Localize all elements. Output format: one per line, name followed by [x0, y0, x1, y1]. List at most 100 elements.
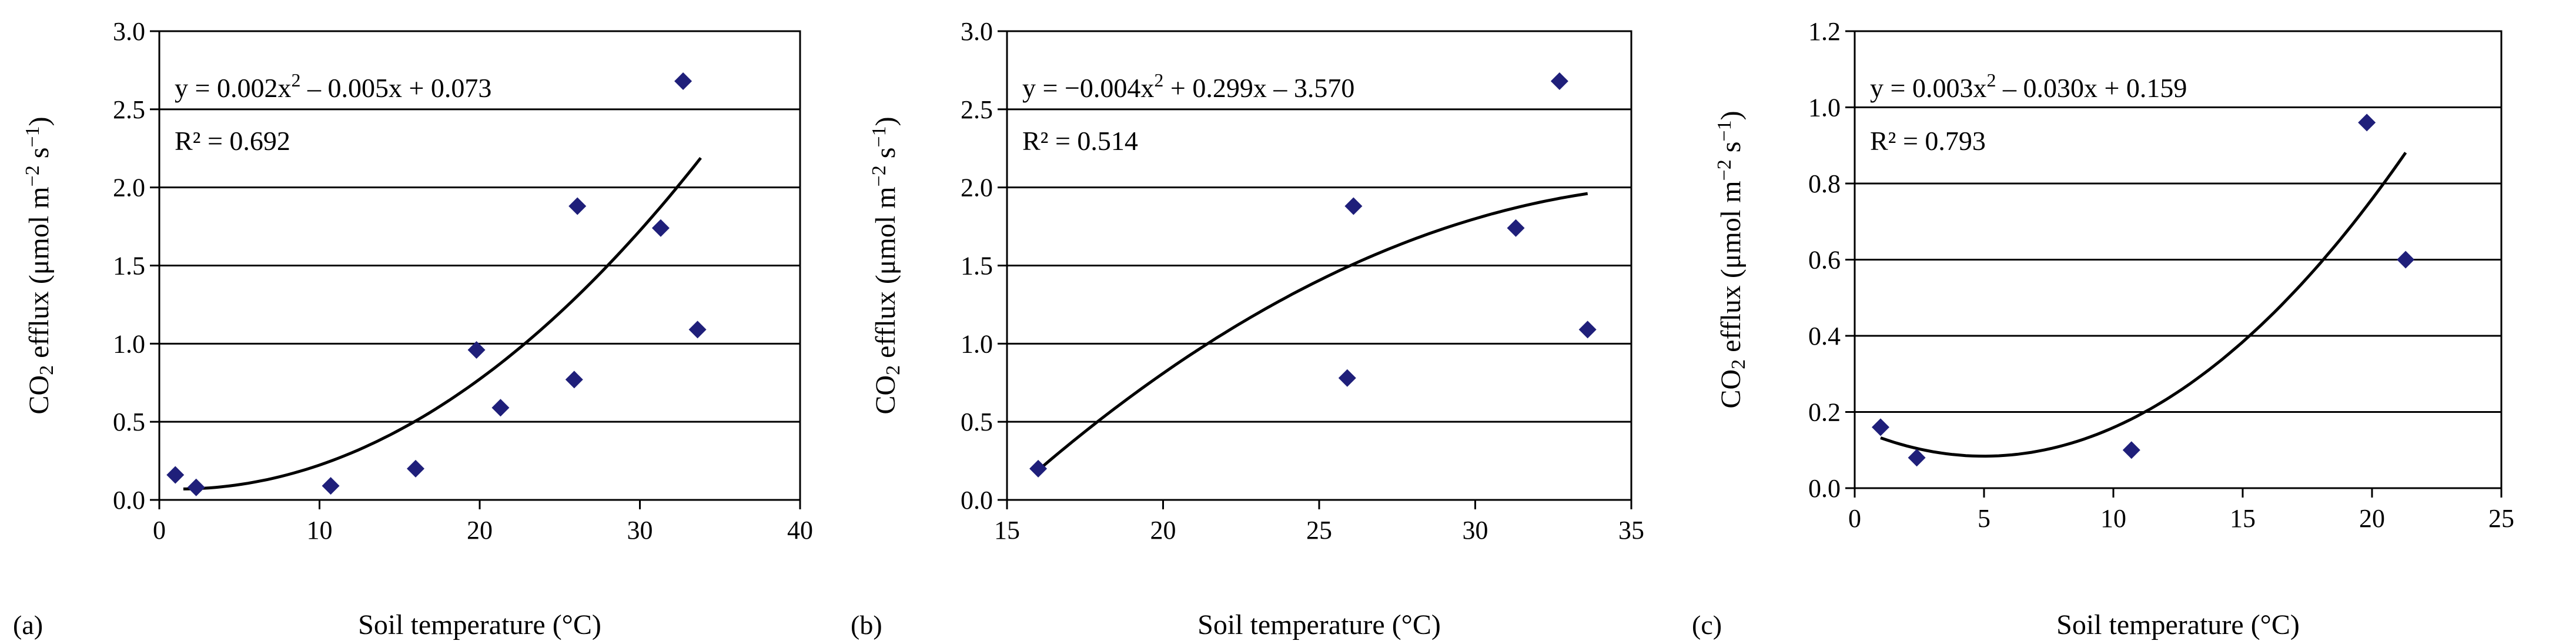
x-axis-label: Soil temperature (°C) — [1197, 609, 1441, 640]
data-point — [674, 72, 692, 91]
equation-part: y = 0.003x — [1870, 73, 1986, 103]
y-label-subscript: 2 — [36, 365, 58, 375]
x-tick-label: 25 — [1306, 516, 1332, 545]
y-label-superscript: −2 — [868, 165, 890, 186]
x-tick-label: 5 — [1978, 504, 1990, 533]
trendline — [1037, 192, 1588, 472]
trendline — [183, 156, 702, 490]
y-label-superscript: −2 — [22, 165, 44, 186]
y-axis-label: CO2 efflux (μmol m−2 s−1) — [868, 116, 904, 414]
x-tick-label: 0 — [153, 516, 166, 545]
equation-part: – 0.005x + 0.073 — [300, 73, 491, 103]
y-label-superscript: −2 — [1714, 159, 1735, 181]
trendline — [1880, 152, 2407, 458]
y-tick-label: 1.0 — [1808, 94, 1841, 122]
y-label-subscript: 2 — [1728, 359, 1749, 369]
equation-part: + 0.299x – 3.570 — [1163, 73, 1354, 103]
y-label-superscript: −1 — [1714, 120, 1735, 141]
y-tick-label: 1.5 — [113, 252, 145, 281]
data-point — [1029, 459, 1048, 478]
y-label-part: efflux (μmol m — [24, 186, 55, 365]
data-point — [1908, 449, 1926, 467]
y-tick-label: 3.0 — [961, 17, 993, 46]
x-tick-label: 30 — [627, 516, 653, 545]
data-point — [1344, 197, 1363, 215]
x-tick-label: 15 — [994, 516, 1020, 545]
y-label-part: ) — [1715, 111, 1747, 120]
data-point — [565, 371, 583, 389]
equation-part: y = −0.004x — [1022, 73, 1154, 103]
y-tick-label: 2.0 — [113, 173, 145, 202]
y-tick-label: 3.0 — [113, 17, 145, 46]
x-axis-label: Soil temperature (°C) — [358, 609, 601, 640]
regression-equation: y = 0.002x2 – 0.005x + 0.073 — [175, 69, 491, 103]
panel-c: 0.0 0.2 0.4 0.6 0.8 1.0 1.2 0 5 10 15 20 25 Soil temp… — [1692, 17, 2514, 640]
x-tick-label: 25 — [2488, 504, 2514, 533]
y-tick-label: 2.5 — [961, 95, 993, 124]
y-label-part: s — [24, 148, 55, 166]
y-tick-label: 0.2 — [1808, 398, 1841, 427]
regression-equation: y = −0.004x2 + 0.299x – 3.570 — [1022, 69, 1354, 103]
x-axis-label: Soil temperature (°C) — [2056, 609, 2300, 640]
data-point — [491, 399, 510, 417]
data-point — [187, 478, 205, 496]
y-label-part: s — [1715, 142, 1747, 160]
y-tick-label: 0.4 — [1808, 322, 1841, 351]
y-tick-label: 0.0 — [1808, 474, 1841, 503]
panel-label: (a) — [13, 610, 43, 640]
r-squared: R² = 0.692 — [175, 126, 290, 156]
data-point — [467, 341, 486, 359]
y-tick-label: 0.5 — [961, 408, 993, 436]
x-tick-label: 10 — [2100, 504, 2126, 533]
equation-exponent: 2 — [1154, 69, 1163, 91]
y-label-part: efflux (μmol m — [870, 186, 901, 365]
panel-a: 0.0 0.5 1.0 1.5 2.0 2.5 3.0 0 10 20 30 40 Soil tempe… — [13, 17, 813, 640]
data-point — [1872, 418, 1889, 436]
r-squared: R² = 0.514 — [1022, 126, 1138, 156]
y-label-main: CO — [1715, 369, 1747, 409]
panel-label: (c) — [1692, 610, 1722, 640]
y-tick-label: 1.5 — [961, 252, 993, 281]
r-squared: R² = 0.793 — [1870, 126, 1986, 156]
y-label-part: efflux (μmol m — [1715, 181, 1747, 359]
y-tick-label: 2.0 — [961, 173, 993, 202]
x-tick-label: 35 — [1618, 516, 1644, 545]
data-point — [688, 321, 707, 339]
data-point — [2358, 114, 2376, 132]
y-tick-label: 2.5 — [113, 95, 145, 124]
equation-part: y = 0.002x — [175, 73, 291, 103]
equation-exponent: 2 — [291, 69, 300, 91]
data-point — [2397, 251, 2415, 269]
y-label-part: ) — [870, 116, 901, 126]
x-tick-label: 20 — [1150, 516, 1176, 545]
y-label-main: CO — [870, 375, 901, 415]
x-tick-label: 20 — [467, 516, 493, 545]
panel-label: (b) — [851, 610, 882, 640]
data-point — [166, 466, 185, 484]
y-tick-label: 0.5 — [113, 408, 145, 436]
x-tick-label: 40 — [787, 516, 813, 545]
data-point — [407, 459, 424, 478]
x-tick-label: 20 — [2359, 504, 2385, 533]
y-tick-label: 1.2 — [1808, 17, 1841, 46]
y-label-superscript: −1 — [868, 126, 890, 147]
panel-b: 0.0 0.5 1.0 1.5 2.0 2.5 3.0 15 20 25 30 35 Soil temp… — [851, 17, 1644, 640]
y-axis-label: CO2 efflux (μmol m−2 s−1) — [22, 116, 58, 414]
y-label-superscript: −1 — [22, 126, 44, 147]
y-label-part: ) — [24, 116, 55, 126]
data-point — [322, 477, 340, 495]
y-tick-label: 0.8 — [1808, 169, 1841, 198]
regression-equation: y = 0.003x2 – 0.030x + 0.159 — [1870, 69, 2187, 103]
y-tick-label: 1.0 — [113, 329, 145, 358]
x-tick-label: 30 — [1463, 516, 1488, 545]
y-tick-label: 0.6 — [1808, 246, 1841, 275]
equation-exponent: 2 — [1986, 69, 1996, 91]
y-tick-label: 1.0 — [961, 329, 993, 358]
data-point — [1578, 321, 1597, 339]
y-label-part: s — [870, 148, 901, 166]
y-axis-label: CO2 efflux (μmol m−2 s−1) — [1714, 111, 1749, 408]
data-point — [1550, 72, 1568, 91]
data-point — [1507, 219, 1525, 237]
x-tick-label: 15 — [2230, 504, 2256, 533]
